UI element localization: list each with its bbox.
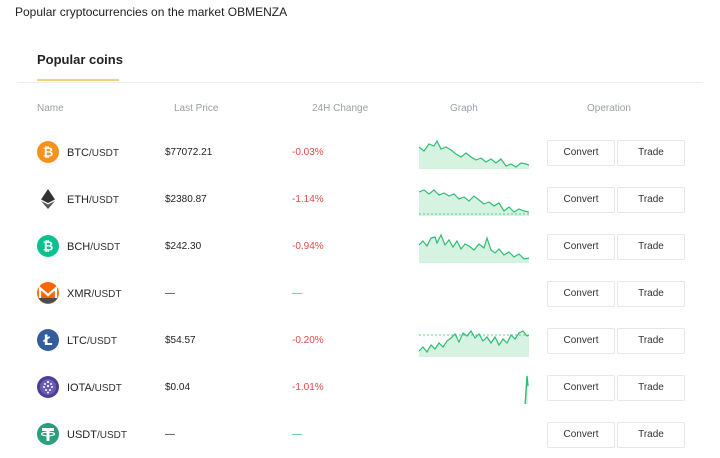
table-row[interactable]: USDT/USDT — — Convert Trade xyxy=(0,411,720,458)
convert-button[interactable]: Convert xyxy=(547,422,615,448)
litecoin-icon: Ł xyxy=(37,329,59,351)
coin-quote: /USDT xyxy=(91,289,122,300)
bitcoin-cash-icon: ₿ xyxy=(37,235,59,257)
coin-pair: USDT/USDT xyxy=(67,429,127,441)
convert-button[interactable]: Convert xyxy=(547,328,615,354)
convert-button[interactable]: Convert xyxy=(547,375,615,401)
table-row[interactable]: ₿ BTC/USDT $77072.21 -0.03% Convert Trad… xyxy=(0,129,720,176)
svg-text:Ł: Ł xyxy=(43,333,53,349)
trade-button[interactable]: Trade xyxy=(617,422,685,448)
coin-quote: /USDT xyxy=(91,383,122,394)
coin-pair: XMR/USDT xyxy=(67,288,121,300)
page-title: Popular cryptocurrencies on the market O… xyxy=(15,5,288,19)
sparkline-graph xyxy=(419,372,529,404)
last-price: $77072.21 xyxy=(165,147,213,158)
table-row[interactable]: ETH/USDT $2380.87 -1.14% Convert Trade xyxy=(0,176,720,223)
trade-button[interactable]: Trade xyxy=(617,281,685,307)
monero-icon xyxy=(37,282,59,304)
last-price: — xyxy=(165,429,175,440)
table-row[interactable]: Ł LTC/USDT $54.57 -0.20% Convert Trade xyxy=(0,317,720,364)
coin-base: XMR xyxy=(67,288,92,300)
table-row[interactable]: IOTA/USDT $0.04 -1.01% Convert Trade xyxy=(0,364,720,411)
trade-button[interactable]: Trade xyxy=(617,187,685,213)
sparkline-graph xyxy=(419,325,529,357)
coin-quote: /USDT xyxy=(89,148,119,159)
change-24h: -1.14% xyxy=(292,194,324,205)
last-price: $242.30 xyxy=(165,241,202,252)
svg-text:₿: ₿ xyxy=(43,240,54,255)
coin-pair: LTC/USDT xyxy=(67,335,117,347)
coin-base: USDT xyxy=(67,429,97,441)
change-24h: -0.03% xyxy=(292,147,324,158)
trade-button[interactable]: Trade xyxy=(617,234,685,260)
coin-quote: /USDT xyxy=(89,195,119,206)
convert-button[interactable]: Convert xyxy=(547,140,615,166)
sparkline-graph xyxy=(419,137,529,169)
tab-popular-coins[interactable]: Popular coins xyxy=(37,52,123,67)
table-row[interactable]: XMR/USDT — — Convert Trade xyxy=(0,270,720,317)
trade-button[interactable]: Trade xyxy=(617,140,685,166)
trade-button[interactable]: Trade xyxy=(617,375,685,401)
change-24h: — xyxy=(292,288,302,299)
trade-button[interactable]: Trade xyxy=(617,328,685,354)
last-price: $54.57 xyxy=(165,335,196,346)
coin-base: BCH xyxy=(67,241,91,253)
coin-quote: /USDT xyxy=(86,336,117,347)
coin-quote: /USDT xyxy=(90,242,121,253)
popular-coins-panel: Popular coins xyxy=(17,40,703,83)
coin-pair: BTC/USDT xyxy=(67,147,119,159)
coin-base: ETH xyxy=(67,194,89,206)
tether-icon xyxy=(37,423,59,445)
column-header-operation: Operation xyxy=(587,103,631,114)
convert-button[interactable]: Convert xyxy=(547,281,615,307)
coin-base: BTC xyxy=(67,147,89,159)
tab-bar: Popular coins xyxy=(17,40,703,83)
change-24h: -0.94% xyxy=(292,241,324,252)
change-24h: -1.01% xyxy=(292,382,324,393)
svg-text:₿: ₿ xyxy=(43,146,54,161)
iota-icon xyxy=(37,376,59,398)
sparkline-graph xyxy=(419,231,529,263)
sparkline-graph xyxy=(419,184,529,216)
coin-pair: BCH/USDT xyxy=(67,241,120,253)
convert-button[interactable]: Convert xyxy=(547,234,615,260)
active-tab-indicator xyxy=(37,79,119,81)
column-header-24h-change: 24H Change xyxy=(312,103,369,114)
table-header: Name Last Price 24H Change Graph Operati… xyxy=(0,103,720,117)
ethereum-icon xyxy=(37,188,59,210)
coin-pair: ETH/USDT xyxy=(67,194,119,206)
coin-base: IOTA xyxy=(67,382,92,394)
column-header-name: Name xyxy=(37,103,64,114)
coin-base: LTC xyxy=(67,335,87,347)
coin-pair: IOTA/USDT xyxy=(67,382,122,394)
convert-button[interactable]: Convert xyxy=(547,187,615,213)
last-price: — xyxy=(165,288,175,299)
column-header-graph: Graph xyxy=(450,103,478,114)
change-24h: -0.20% xyxy=(292,335,324,346)
last-price: $2380.87 xyxy=(165,194,207,205)
change-24h: — xyxy=(292,429,302,440)
bitcoin-icon: ₿ xyxy=(37,141,59,163)
last-price: $0.04 xyxy=(165,382,191,393)
coin-quote: /USDT xyxy=(96,430,127,441)
table-row[interactable]: ₿ BCH/USDT $242.30 -0.94% Convert Trade xyxy=(0,223,720,270)
column-header-last-price: Last Price xyxy=(174,103,219,114)
